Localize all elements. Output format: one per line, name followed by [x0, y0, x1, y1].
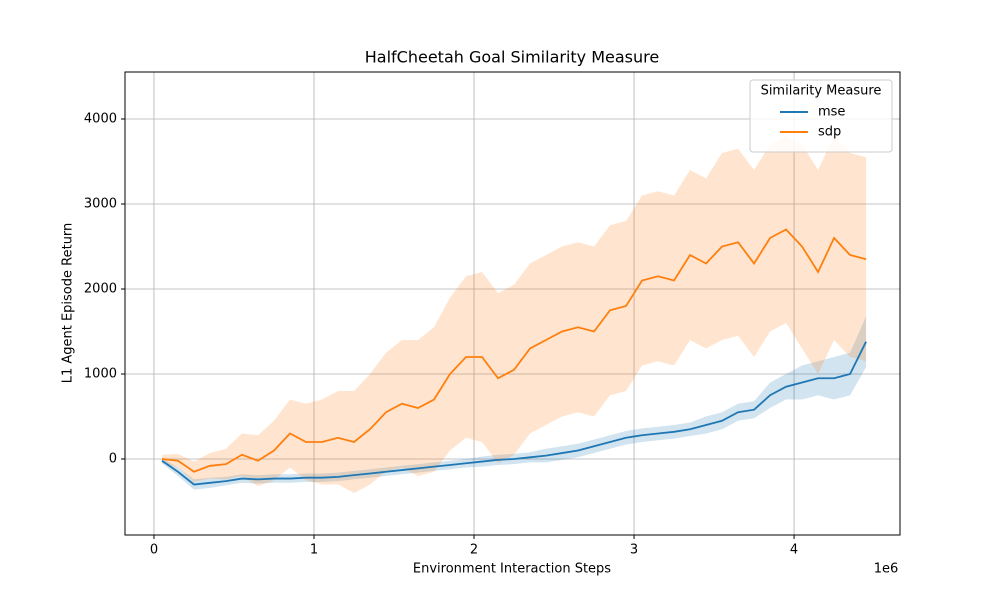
x-offset-label: 1e6	[874, 562, 899, 577]
legend-title: Similarity Measure	[761, 84, 882, 99]
series-line	[161, 341, 867, 486]
chart-title: HalfCheetah Goal Similarity Measure	[365, 48, 659, 67]
plot-frame	[124, 71, 901, 536]
y-tick-label: 3000	[84, 197, 117, 212]
legend: Similarity Measure mse sdp	[749, 79, 893, 153]
x-tick-label: 0	[150, 543, 158, 558]
x-tick-label: 1	[310, 543, 318, 558]
series-line	[161, 228, 867, 473]
x-axis-label: Environment Interaction Steps	[413, 562, 611, 577]
y-tick-label: 2000	[84, 282, 117, 297]
confidence-band	[161, 316, 867, 490]
x-tick-label: 4	[790, 543, 798, 558]
y-tick-label: 1000	[84, 367, 117, 382]
x-tick-label: 2	[470, 543, 478, 558]
legend-label: mse	[818, 105, 845, 120]
y-tick-label: 4000	[84, 112, 117, 127]
y-axis-label: L1 Agent Episode Return	[61, 223, 76, 384]
x-tick-label: 3	[630, 543, 638, 558]
legend-box	[749, 79, 893, 153]
y-tick-label: 0	[109, 452, 117, 467]
legend-label: sdp	[818, 125, 841, 140]
confidence-band	[161, 136, 867, 494]
